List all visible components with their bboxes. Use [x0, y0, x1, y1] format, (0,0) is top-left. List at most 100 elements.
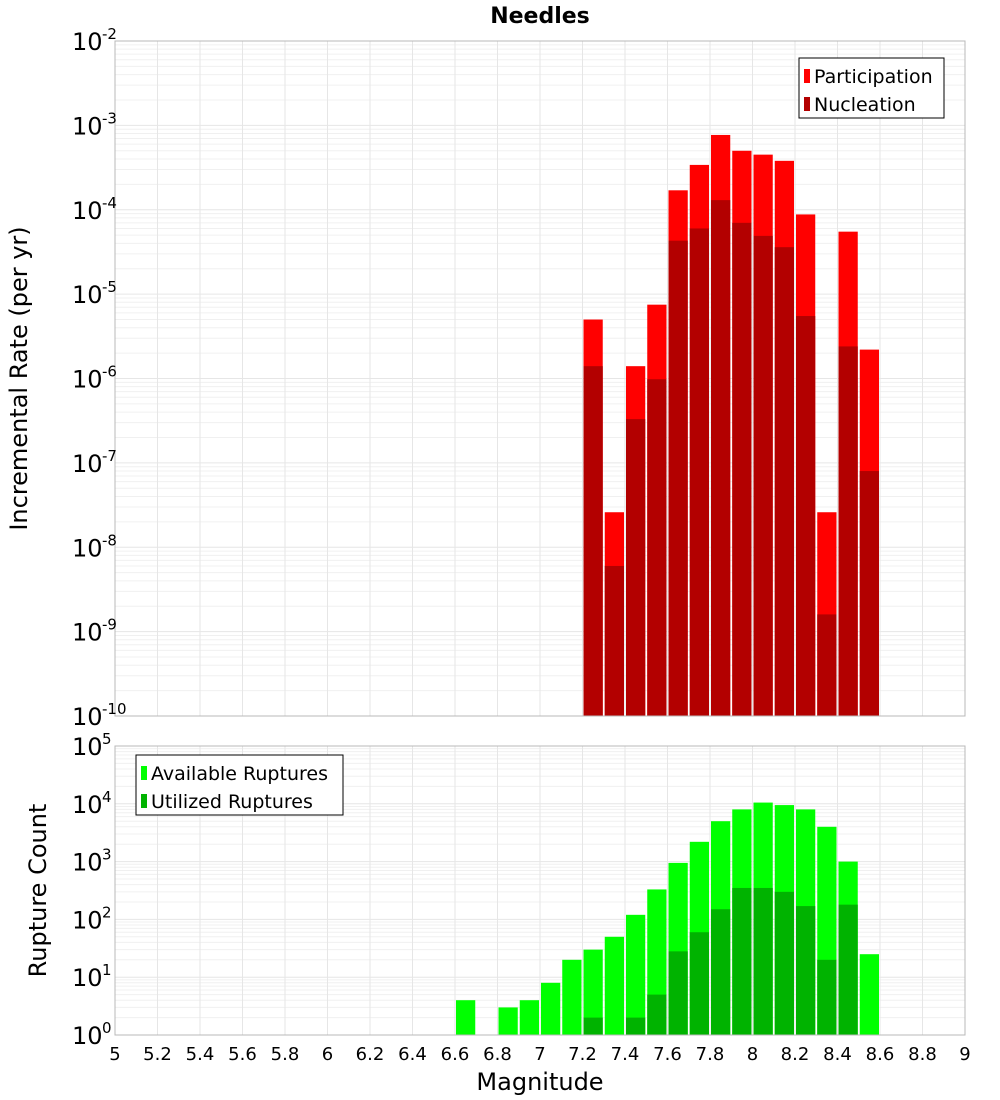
- x-tick-label: 5.4: [186, 1044, 215, 1065]
- bottom-bar-s2: [732, 887, 752, 1035]
- x-tick-label: 6: [322, 1044, 333, 1065]
- top-legend-swatch: [804, 97, 810, 111]
- top-legend-swatch: [804, 69, 810, 83]
- bottom-legend-swatch: [141, 766, 147, 780]
- bottom-bars: [456, 802, 879, 1035]
- bottom-y-tick-exponent: 3: [102, 846, 112, 864]
- top-y-tick-labels: 10-210-310-410-510-610-710-810-910-10: [72, 25, 127, 731]
- top-legend-label: Nucleation: [814, 94, 916, 116]
- x-tick-label: 7.4: [611, 1044, 640, 1065]
- top-bar-s2: [647, 379, 667, 716]
- chart-title: Needles: [490, 4, 590, 29]
- top-y-tick-exponent: -9: [102, 616, 117, 634]
- bottom-legend-swatch: [141, 794, 147, 808]
- bottom-y-tick-label: 10: [72, 964, 103, 992]
- bottom-plot-frame: [114, 745, 966, 1036]
- bottom-legend-label: Available Ruptures: [151, 763, 328, 785]
- x-tick-label: 5.6: [228, 1044, 257, 1065]
- x-tick-label: 5.2: [143, 1044, 172, 1065]
- bottom-bar-s2: [774, 891, 794, 1035]
- top-bar-s2: [838, 346, 858, 716]
- bottom-y-tick-exponent: 5: [102, 730, 112, 748]
- bottom-bar-s1: [562, 959, 582, 1035]
- x-tick-label: 8.2: [781, 1044, 810, 1065]
- top-y-tick-exponent: -5: [102, 278, 117, 296]
- bottom-bar-s2: [583, 1017, 603, 1035]
- top-y-tick-label: 10: [72, 703, 103, 731]
- bottom-bar-s2: [626, 1017, 646, 1035]
- x-tick-labels: 5 5.2 5.4 5.6 5.8 6 6.2 6.4 6.6 6.8 7 7.2 7.4 7.6 7.8 8…: [109, 1044, 970, 1065]
- top-bar-s2: [774, 247, 794, 716]
- bottom-bar-s2: [711, 909, 731, 1035]
- bottom-bar-s1: [604, 936, 624, 1035]
- x-tick-label: 8: [747, 1044, 758, 1065]
- x-tick-label: 7.2: [568, 1044, 597, 1065]
- bottom-bar-s1: [541, 982, 561, 1035]
- x-tick-label: 6.4: [398, 1044, 427, 1065]
- bottom-y-tick-label: 10: [72, 733, 103, 761]
- bottom-y-axis-label: Rupture Count: [24, 804, 52, 978]
- top-y-tick-exponent: -2: [102, 25, 117, 43]
- bottom-y-tick-label: 10: [72, 791, 103, 819]
- bottom-bar-s2: [817, 959, 837, 1035]
- top-bar-s2: [753, 235, 773, 716]
- top-bar-s2: [583, 366, 603, 716]
- top-y-tick-label: 10: [72, 450, 103, 478]
- x-tick-label: 7.6: [653, 1044, 682, 1065]
- top-bar-s2: [626, 419, 646, 716]
- x-tick-label: 8.8: [908, 1044, 937, 1065]
- top-y-tick-exponent: -6: [102, 363, 117, 381]
- bottom-bar-s1: [498, 1007, 518, 1035]
- bottom-y-tick-label: 10: [72, 849, 103, 877]
- top-y-tick-exponent: -7: [102, 447, 117, 465]
- bottom-y-tick-exponent: 4: [102, 788, 112, 806]
- top-bar-s2: [796, 316, 816, 716]
- top-y-tick-exponent: -3: [102, 109, 117, 127]
- top-y-tick-label: 10: [72, 28, 103, 56]
- top-y-tick-label: 10: [72, 197, 103, 225]
- top-bar-s2: [689, 228, 709, 716]
- top-y-tick-exponent: -8: [102, 531, 117, 549]
- top-legend: Participation Nucleation: [798, 57, 945, 119]
- top-y-tick-label: 10: [72, 619, 103, 647]
- top-y-tick-label: 10: [72, 281, 103, 309]
- top-bar-s2: [604, 565, 624, 716]
- bottom-y-tick-exponent: 1: [102, 961, 112, 979]
- x-tick-label: 7.8: [696, 1044, 725, 1065]
- top-y-tick-label: 10: [72, 366, 103, 394]
- bottom-y-tick-label: 10: [72, 1022, 103, 1050]
- bottom-bar-s1: [583, 949, 603, 1035]
- x-tick-label: 5: [109, 1044, 120, 1065]
- bottom-bar-s1: [519, 1000, 539, 1035]
- top-y-tick-label: 10: [72, 534, 103, 562]
- top-legend-box: [798, 57, 945, 119]
- bottom-bar-s1: [859, 954, 879, 1035]
- top-y-tick-exponent: -4: [102, 194, 117, 212]
- bottom-legend-box: [135, 754, 344, 816]
- x-tick-label: 5.8: [271, 1044, 300, 1065]
- top-y-axis-label: Incremental Rate (per yr): [5, 226, 33, 530]
- top-bar-s2: [859, 471, 879, 716]
- x-tick-label: 9: [959, 1044, 970, 1065]
- bottom-bar-s2: [838, 904, 858, 1035]
- bottom-y-tick-exponent: 2: [102, 903, 112, 921]
- top-bar-s2: [711, 200, 731, 716]
- x-tick-label: 6.2: [356, 1044, 385, 1065]
- top-grid: [114, 40, 966, 717]
- bottom-legend: Available Ruptures Utilized Ruptures: [135, 754, 344, 816]
- top-bars: [583, 134, 879, 717]
- top-bar-s2: [817, 614, 837, 716]
- x-tick-label: 7: [534, 1044, 545, 1065]
- bottom-y-tick-exponent: 0: [102, 1019, 112, 1037]
- bottom-y-tick-label: 10: [72, 906, 103, 934]
- bottom-legend-label: Utilized Ruptures: [151, 791, 313, 813]
- x-tick-label: 8.6: [866, 1044, 895, 1065]
- top-bar-s2: [732, 222, 752, 716]
- x-tick-label: 6.8: [483, 1044, 512, 1065]
- x-tick-label: 6.6: [441, 1044, 470, 1065]
- x-tick-label: 8.4: [823, 1044, 852, 1065]
- top-y-tick-label: 10: [72, 112, 103, 140]
